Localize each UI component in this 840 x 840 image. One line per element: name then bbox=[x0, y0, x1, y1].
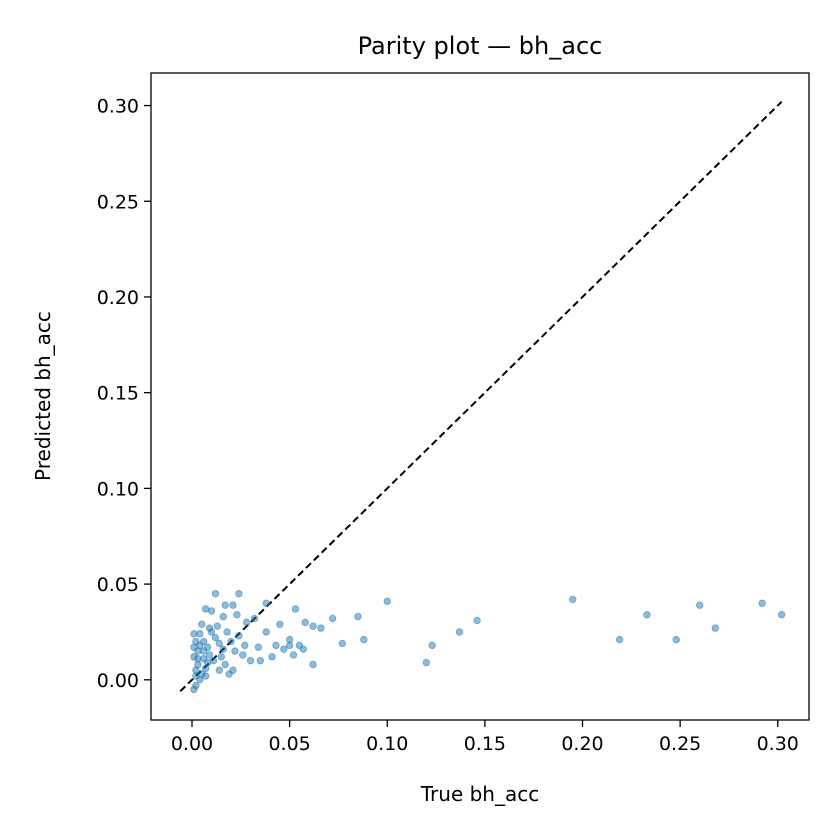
scatter-point bbox=[190, 630, 198, 638]
scatter-point bbox=[215, 639, 224, 648]
y-tick-label: 0.10 bbox=[97, 478, 139, 500]
scatter-point bbox=[695, 601, 704, 609]
scatter-point bbox=[207, 607, 216, 615]
scatter-point bbox=[213, 622, 222, 630]
scatter-point bbox=[229, 601, 237, 609]
scatter-point bbox=[309, 622, 317, 630]
y-tick-label: 0.20 bbox=[97, 287, 139, 309]
y-tick-label: 0.30 bbox=[97, 96, 139, 118]
scatter-point bbox=[473, 616, 481, 625]
scatter-point bbox=[221, 601, 229, 609]
scatter-point bbox=[203, 658, 212, 667]
scatter-point bbox=[262, 599, 270, 607]
scatter-point bbox=[250, 614, 259, 623]
scatter-point bbox=[190, 685, 198, 694]
scatter-point bbox=[229, 666, 237, 674]
scatter-point bbox=[272, 641, 280, 650]
scatter-point bbox=[428, 641, 436, 650]
scatter-point bbox=[200, 647, 208, 655]
scatter-point bbox=[211, 589, 220, 598]
scatter-point bbox=[215, 666, 224, 674]
y-tick-label: 0.25 bbox=[97, 191, 139, 213]
scatter-point bbox=[711, 624, 719, 632]
scatter-point bbox=[354, 612, 362, 621]
scatter-point bbox=[242, 618, 251, 627]
x-tick-label: 0.05 bbox=[268, 733, 310, 755]
scatter-point bbox=[235, 589, 243, 598]
x-tick-label: 0.10 bbox=[366, 733, 408, 755]
y-tick-label: 0.00 bbox=[97, 670, 139, 692]
scatter-point bbox=[309, 660, 317, 669]
plot-frame bbox=[150, 72, 810, 721]
scatter-point bbox=[207, 628, 216, 636]
scatter-point bbox=[198, 670, 206, 678]
scatter-point bbox=[219, 612, 227, 621]
scatter-point bbox=[227, 637, 235, 646]
scatter-point bbox=[301, 618, 309, 627]
scatter-point bbox=[239, 651, 247, 659]
scatter-point bbox=[211, 633, 220, 642]
x-tick-label: 0.15 bbox=[464, 733, 506, 755]
scatter-point bbox=[246, 656, 255, 665]
chart-title: Parity plot — bh_acc bbox=[358, 32, 603, 60]
y-axis-label: Predicted bh_acc bbox=[31, 311, 55, 481]
scatter-point bbox=[223, 628, 231, 636]
y-tick-label: 0.15 bbox=[97, 383, 139, 405]
scatter-point bbox=[268, 653, 276, 661]
scatter-point bbox=[241, 641, 249, 650]
scatter-point bbox=[254, 643, 263, 651]
scatter-point bbox=[221, 660, 229, 669]
scatter-point bbox=[262, 628, 270, 636]
scatter-point bbox=[196, 641, 204, 650]
x-tick-label: 0.25 bbox=[659, 733, 701, 755]
scatter-point bbox=[299, 645, 307, 653]
y-tick-label: 0.05 bbox=[97, 574, 139, 596]
scatter-point bbox=[276, 620, 284, 628]
scatter-point bbox=[317, 624, 325, 632]
scatter-point bbox=[615, 635, 624, 644]
scatter-point bbox=[231, 647, 239, 655]
x-tick-label: 0.30 bbox=[757, 733, 799, 755]
scatter-point bbox=[569, 595, 577, 604]
scatter-point bbox=[422, 658, 431, 667]
plot-area bbox=[179, 100, 786, 694]
scatter-point bbox=[777, 611, 786, 619]
scatter-point bbox=[758, 599, 766, 607]
scatter-point bbox=[256, 656, 265, 665]
scatter-point bbox=[455, 628, 464, 636]
axis-ticks: 0.00 0.05 0.10 0.15 0.20 0.25 0.30 0.00 0.05 0.10… bbox=[97, 96, 799, 755]
scatter-point bbox=[383, 597, 391, 606]
scatter-point bbox=[219, 645, 227, 653]
scatter-point bbox=[672, 635, 680, 644]
scatter-point bbox=[235, 632, 243, 640]
parity-reference-line bbox=[179, 100, 783, 693]
scatter-point bbox=[643, 611, 651, 619]
scatter-point bbox=[289, 651, 298, 659]
x-tick-label: 0.00 bbox=[171, 733, 213, 755]
scatter-point bbox=[217, 653, 225, 661]
scatter-point bbox=[198, 620, 206, 628]
scatter-point bbox=[291, 605, 300, 613]
scatter-point bbox=[205, 651, 214, 659]
x-axis-label: True bh_acc bbox=[420, 782, 539, 806]
x-tick-label: 0.20 bbox=[561, 733, 603, 755]
scatter-point bbox=[233, 611, 241, 619]
scatter-point bbox=[285, 635, 294, 644]
scatter-point bbox=[360, 635, 368, 644]
scatter-point bbox=[338, 639, 347, 648]
scatter-point bbox=[280, 645, 288, 653]
scatter-point bbox=[328, 614, 337, 623]
